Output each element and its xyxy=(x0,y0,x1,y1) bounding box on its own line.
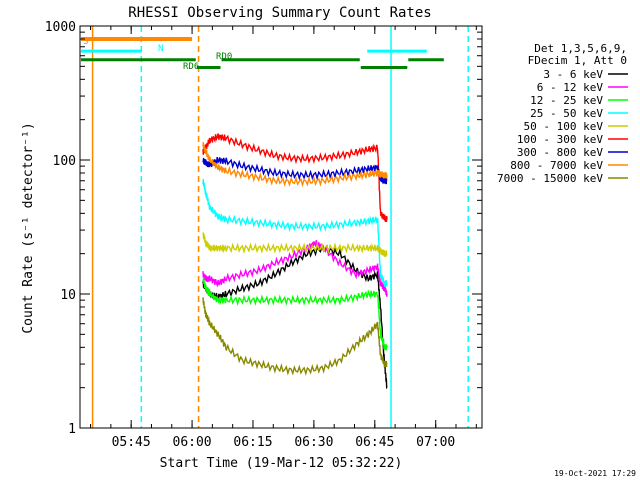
legend-label: 800 - 7000 keV xyxy=(510,159,603,172)
status-label: RD0 xyxy=(216,52,232,62)
legend-label: 6 - 12 keV xyxy=(537,81,604,94)
legend-label: 12 - 25 keV xyxy=(530,94,603,107)
x-axis-label: Start Time (19-Mar-12 05:32:22) xyxy=(160,456,403,471)
x-tick-label: 07:00 xyxy=(416,435,455,450)
x-tick-label: 06:45 xyxy=(355,435,394,450)
series-line-8 xyxy=(202,297,388,376)
legend-label: 7000 - 15000 keV xyxy=(497,172,603,185)
status-label: RD6 xyxy=(183,62,199,72)
series-line-0 xyxy=(202,242,388,389)
status-label: S xyxy=(83,37,88,47)
legend-label: 300 - 800 keV xyxy=(517,146,603,159)
series-line-2 xyxy=(202,277,388,351)
legend-label: 25 - 50 keV xyxy=(530,107,603,120)
y-tick-label: 1 xyxy=(68,422,76,437)
x-tick-label: 05:45 xyxy=(112,435,151,450)
series-line-4 xyxy=(202,232,388,258)
series-line-5 xyxy=(202,133,388,223)
legend-header: FDecim 1, Att 0 xyxy=(528,54,627,67)
series-line-6 xyxy=(202,156,388,185)
y-axis-label: Count Rate (s⁻¹ detector⁻¹) xyxy=(21,122,36,333)
plot-frame xyxy=(79,25,483,429)
x-tick-label: 06:15 xyxy=(233,435,272,450)
legend-label: 50 - 100 keV xyxy=(524,120,604,133)
x-tick-label: 06:30 xyxy=(294,435,333,450)
y-tick-label: 100 xyxy=(53,154,76,169)
series-line-7 xyxy=(202,142,388,188)
y-tick-label: 10 xyxy=(60,288,76,303)
legend-label: 3 - 6 keV xyxy=(543,68,603,81)
series-line-1 xyxy=(202,240,388,297)
y-tick-label: 1000 xyxy=(45,20,76,35)
timestamp: 19-Oct-2021 17:29 xyxy=(554,469,636,478)
legend-label: 100 - 300 keV xyxy=(517,133,603,146)
legend-header: Det 1,3,5,6,9, xyxy=(534,42,627,55)
series-line-3 xyxy=(202,178,388,287)
x-tick-label: 06:00 xyxy=(173,435,212,450)
chart-title: RHESSI Observing Summary Count Rates xyxy=(128,5,431,21)
status-label: N xyxy=(158,44,163,54)
